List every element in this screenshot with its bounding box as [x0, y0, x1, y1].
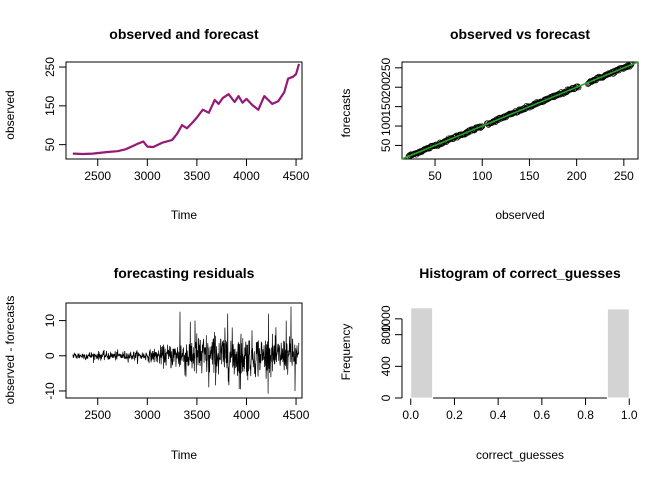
- y-tick-label: 800: [379, 324, 393, 344]
- x-tick-label: 3500: [184, 169, 211, 183]
- x-tick-label: 3500: [184, 408, 211, 422]
- y-tick-label: 0: [379, 394, 393, 401]
- y-tick-label: -10: [43, 382, 57, 400]
- x-tick-label: 4000: [233, 408, 260, 422]
- x-tick-label: 0.8: [577, 408, 594, 422]
- chart-title: observed and forecast: [109, 26, 259, 42]
- y-axis-label: observed: [3, 90, 17, 139]
- x-axis-label: Time: [171, 208, 198, 222]
- y-tick-label: 150: [379, 96, 393, 116]
- reference-line: [401, 61, 639, 160]
- x-tick-label: 4500: [283, 169, 310, 183]
- x-tick-label: 2500: [84, 169, 111, 183]
- y-tick-label: 1000: [379, 305, 393, 332]
- y-tick-label: 400: [379, 356, 393, 376]
- x-tick-label: 1.0: [621, 408, 638, 422]
- data-point: [607, 70, 614, 77]
- data-point: [440, 139, 447, 145]
- y-axis-label: observed - forecasts: [3, 296, 17, 405]
- x-tick-label: 3000: [134, 408, 161, 422]
- x-tick-label: 100: [472, 169, 492, 183]
- y-tick-label: 50: [379, 138, 393, 152]
- y-tick-label: 250: [43, 57, 57, 77]
- x-tick-label: 2500: [84, 408, 111, 422]
- plot-frame: [401, 61, 639, 160]
- panel-forecasting-residuals: forecasting residuals Time observed - fo…: [3, 265, 310, 462]
- series-line: [72, 63, 301, 156]
- histogram-bar: [410, 307, 434, 399]
- x-axis-label: observed: [495, 208, 544, 222]
- data-point: [568, 86, 575, 93]
- y-tick-label: 250: [379, 57, 393, 77]
- x-tick-label: 150: [519, 169, 539, 183]
- panel-histogram: Histogram of correct_guesses correct_gue…: [339, 265, 638, 462]
- chart-title: Histogram of correct_guesses: [419, 265, 621, 281]
- y-tick-label: 0: [43, 352, 57, 359]
- x-tick-label: 4000: [233, 169, 260, 183]
- y-tick-label: 100: [379, 116, 393, 136]
- y-axis-label: Frequency: [339, 324, 353, 381]
- x-tick-label: 0.6: [534, 408, 551, 422]
- x-tick-label: 50: [428, 169, 442, 183]
- x-tick-label: 4500: [283, 408, 310, 422]
- y-tick-label: 10: [43, 314, 57, 328]
- x-axis-label: Time: [171, 448, 198, 462]
- chart-title: observed vs forecast: [450, 26, 590, 42]
- histogram-bar: [606, 308, 630, 399]
- y-tick-label: 50: [43, 138, 57, 152]
- plot-frame: [65, 61, 303, 160]
- x-tick-label: 0.2: [446, 408, 463, 422]
- y-tick-label: 200: [379, 77, 393, 97]
- residual-line: [72, 306, 300, 394]
- plot-frame: [65, 302, 303, 399]
- x-tick-label: 0.4: [490, 408, 507, 422]
- x-tick-label: 250: [614, 169, 634, 183]
- panel-observed-vs-forecast: observed vs forecast observed forecasts …: [339, 26, 639, 222]
- x-tick-label: 200: [567, 169, 587, 183]
- series-line: [72, 64, 300, 155]
- y-axis-label: forecasts: [339, 89, 353, 138]
- chart-title: forecasting residuals: [114, 265, 255, 281]
- x-tick-label: 0.0: [402, 408, 419, 422]
- x-axis-label: correct_guesses: [476, 448, 564, 462]
- x-tick-label: 3000: [134, 169, 161, 183]
- panel-observed-and-forecast: observed and forecast Time observed 2500…: [3, 26, 310, 222]
- y-tick-label: 150: [43, 96, 57, 116]
